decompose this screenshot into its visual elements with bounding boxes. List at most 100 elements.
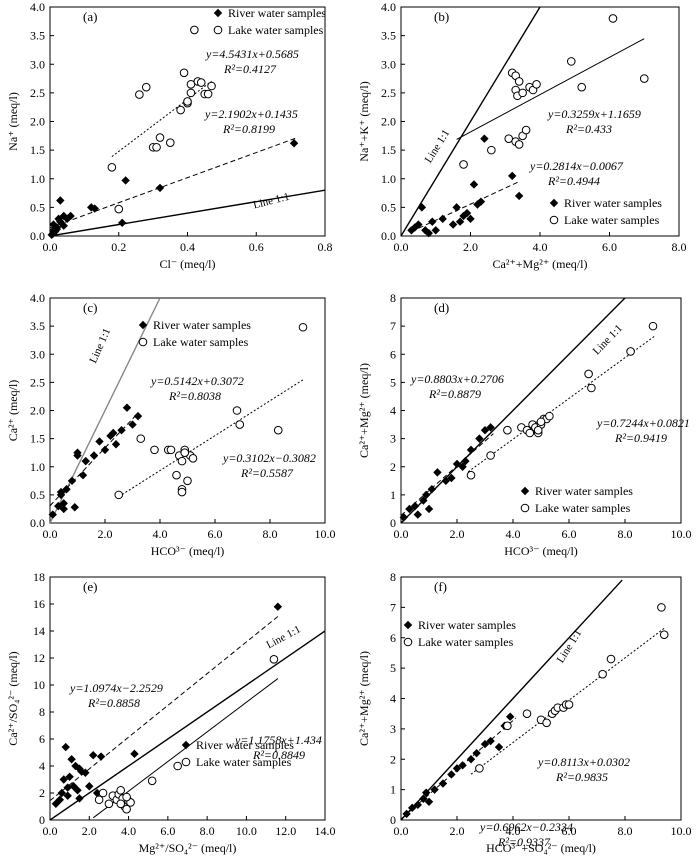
data-point (52, 224, 62, 234)
data-point (75, 794, 84, 803)
y-axis-title: Na⁺+K⁺ (meq/l) (357, 81, 371, 161)
legend-label: Lake water samples (418, 635, 514, 649)
series-river (51, 602, 283, 808)
y-tick-label: 0 (390, 516, 396, 530)
x-tick-label: 10.0 (315, 527, 336, 541)
panel-label: (a) (83, 9, 97, 24)
fit-equation: y=2.1902x+0.1435 (204, 107, 298, 121)
data-point (75, 764, 84, 773)
data-point (422, 490, 431, 500)
data-point (577, 82, 587, 92)
data-point (448, 220, 458, 229)
legend-label: Lake water samples (564, 213, 660, 227)
data-point (59, 775, 68, 784)
y-tick-label: 1.0 (381, 172, 396, 186)
fit-equation: y=0.3102x−0.3082 (222, 451, 316, 465)
data-point (95, 437, 104, 446)
legend-marker (549, 198, 559, 208)
y-axis-title: Na⁺ (meq/l) (6, 92, 20, 151)
fit-r2: R²=0.8038 (168, 389, 221, 403)
data-point (130, 749, 139, 759)
data-point (66, 211, 75, 221)
data-point (67, 476, 77, 486)
x-axis-title: Cl⁻ (meq/l) (160, 257, 216, 271)
fit-line-lake (50, 616, 279, 802)
data-point (172, 470, 181, 480)
y-tick-label: 0.0 (30, 229, 45, 243)
x-tick-label: 0.4 (180, 240, 195, 254)
legend: River water samples Lake water samples (213, 6, 326, 37)
series-river (399, 423, 495, 522)
data-point (133, 411, 143, 421)
legend: River water samples Lake water samples (181, 738, 294, 769)
data-point (608, 14, 618, 23)
data-point (207, 81, 216, 91)
x-axis-title: HCO³⁻ (meq/l) (504, 544, 578, 558)
y-tick-label: 8 (390, 291, 396, 305)
data-point (190, 25, 199, 35)
data-point (96, 752, 106, 761)
data-point (78, 470, 88, 480)
y-tick-label: 5 (390, 661, 396, 675)
data-point (433, 468, 442, 477)
line-1-1-label: Line 1:1 (555, 628, 585, 666)
x-tick-label: 0.2 (111, 240, 126, 254)
y-tick-label: 3.0 (30, 347, 45, 361)
legend-label: Lake water samples (535, 501, 631, 515)
data-point (81, 456, 90, 466)
data-point (598, 669, 607, 679)
x-tick-label: 4.0 (533, 240, 548, 254)
panel-label: (c) (83, 300, 97, 315)
x-tick-label: 4.0 (121, 824, 136, 838)
data-point (462, 208, 472, 218)
fit-r2: R²=0.5587 (240, 466, 294, 480)
fit-r2: R²=0.8849 (252, 748, 305, 762)
data-point (109, 428, 118, 438)
series-river (407, 134, 524, 238)
data-point (116, 799, 126, 809)
x-tick-label: 0.0 (43, 824, 58, 838)
x-tick-label: 6.0 (160, 824, 175, 838)
line-1-1 (50, 630, 325, 820)
data-point (422, 788, 431, 797)
y-tick-label: 2.0 (381, 115, 396, 129)
y-tick-label: 3.5 (381, 29, 396, 43)
panel-label: (b) (434, 9, 449, 24)
fit-line-river (401, 433, 494, 516)
y-tick-label: 3.5 (30, 29, 45, 43)
data-point (402, 809, 411, 819)
y-tick-label: 3 (390, 432, 396, 446)
fit-line-lake (467, 334, 657, 473)
x-tick-label: 14.0 (315, 824, 336, 838)
data-point (466, 470, 476, 480)
data-point (518, 88, 527, 98)
data-point (438, 779, 448, 788)
fit-line-river (411, 181, 520, 233)
y-tick-label: 2 (390, 460, 396, 474)
fit-r2: R²=0.8858 (87, 696, 140, 710)
data-point (59, 499, 68, 508)
y-tick-label: 1 (390, 488, 396, 502)
y-tick-label: 16 (33, 597, 45, 611)
legend-marker (181, 740, 191, 750)
legend: River water samples Lake water samples (138, 318, 251, 349)
data-point (399, 513, 408, 522)
legend-marker (138, 320, 148, 330)
data-point (85, 782, 94, 791)
data-point (659, 630, 669, 640)
panel-label: (e) (83, 579, 97, 594)
data-point (100, 445, 110, 455)
data-point (203, 89, 213, 99)
fit-equation: y=0.8113x+0.0302 (537, 755, 630, 769)
data-point (542, 718, 551, 728)
data-point (657, 603, 666, 612)
data-point (122, 804, 131, 814)
data-point (506, 712, 515, 721)
data-point (466, 755, 476, 764)
legend: River water samples Lake water samples (549, 196, 662, 227)
y-axis-title: Ca²⁺/SO₄²⁻ (meq/l) (6, 651, 20, 745)
y-tick-label: 6 (390, 347, 396, 361)
data-point (475, 434, 484, 443)
data-point (107, 163, 117, 172)
legend-label: Lake water samples (228, 23, 324, 37)
